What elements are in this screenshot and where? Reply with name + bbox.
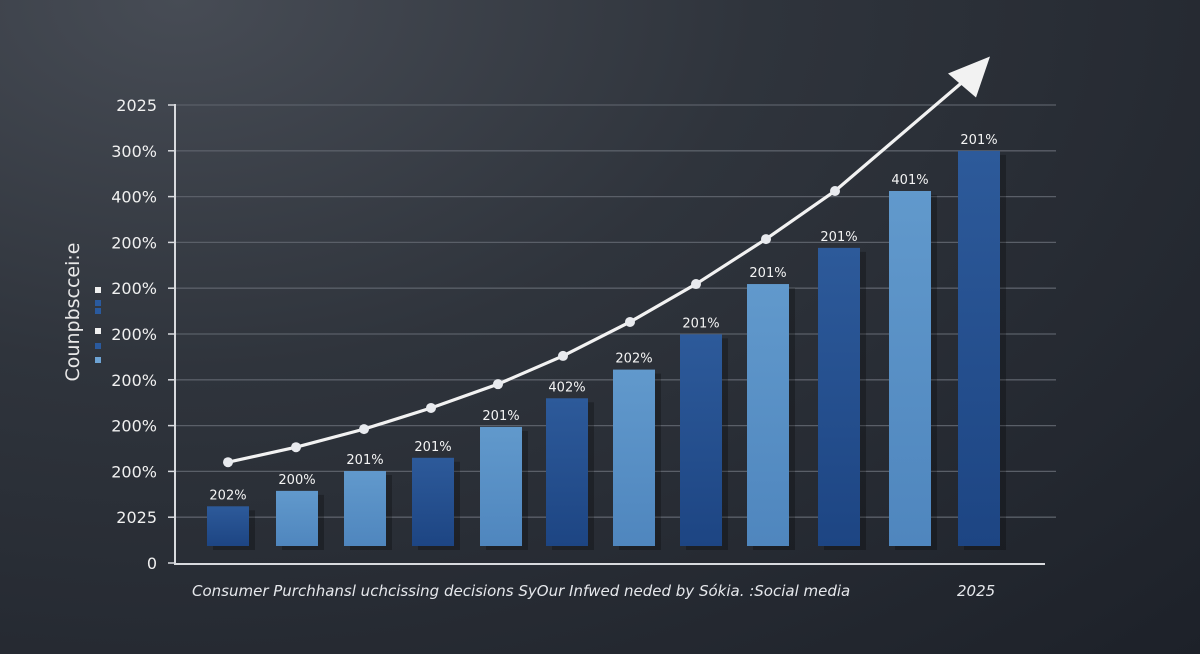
x-axis-title: Consumer Purchhansl uchcissing decisions…: [192, 582, 850, 600]
trend-point: [291, 442, 301, 453]
x-axis-end-label: 2025: [957, 582, 995, 600]
gridlines: [175, 104, 1056, 518]
y-tick-label: 200%: [111, 233, 157, 252]
trend-point: [761, 234, 771, 245]
y-tick-label: 200%: [111, 325, 157, 344]
y-tick-label: 200%: [111, 279, 157, 298]
y-tick-label: 2025: [116, 96, 157, 115]
bar: [889, 190, 931, 546]
trend-line: [223, 56, 990, 468]
legend-marker: [95, 343, 101, 349]
legend-marker: [95, 328, 101, 334]
bar-label: 200%: [278, 473, 315, 488]
trend-point: [625, 316, 635, 327]
arrow-head-icon: [948, 56, 990, 98]
y-tick-label: 200%: [111, 371, 157, 390]
bar-label: 201%: [414, 440, 451, 455]
axes: 0 2025 200% 200% 200% 200% 200% 200% 400% 300% 202…: [111, 96, 1045, 573]
legend-marker: [95, 308, 101, 314]
bar: [412, 457, 454, 546]
bar-label: 201%: [682, 316, 719, 331]
bar-label: 201%: [820, 230, 857, 245]
bar: [818, 247, 860, 546]
y-tick-label: 200%: [111, 417, 157, 436]
trend-point: [359, 424, 369, 435]
trend-point: [691, 279, 701, 290]
y-axis-title: Counpbsccei:e: [62, 243, 84, 382]
y-tick-label: 0: [147, 554, 157, 573]
y-tick-label: 300%: [111, 142, 157, 161]
bar-label: 202%: [615, 352, 652, 367]
trend-point: [223, 457, 233, 468]
bar-label: 201%: [346, 453, 383, 468]
bar: [344, 471, 386, 546]
bar: [207, 506, 249, 546]
trend-line-path: [226, 80, 964, 464]
bar: [747, 284, 789, 546]
bar-label: 401%: [891, 173, 928, 188]
bars: 202% 200% 201% 201% 201% 402% 202% 201% 201% 201%…: [207, 133, 1006, 550]
bar-label: 201%: [749, 266, 786, 281]
trend-point: [493, 379, 503, 390]
y-tick-label: 2025: [116, 508, 157, 527]
trend-point: [830, 185, 840, 196]
bar-label: 201%: [960, 133, 997, 148]
bar: [680, 334, 722, 546]
bar-label: 202%: [209, 488, 246, 503]
legend-marker: [95, 357, 101, 363]
trend-point: [426, 402, 436, 413]
y-tick-label: 200%: [111, 462, 157, 481]
bar-label: 201%: [482, 409, 519, 424]
legend-marker: [95, 300, 101, 306]
legend-marker: [95, 287, 101, 293]
bar: [276, 490, 318, 546]
bar-label: 402%: [548, 380, 585, 395]
legend: [95, 287, 101, 363]
bar: [480, 426, 522, 546]
bar: [613, 369, 655, 546]
trend-point: [558, 350, 568, 361]
bar: [546, 398, 588, 546]
bar: [958, 150, 1000, 546]
y-tick-label: 400%: [111, 188, 157, 207]
